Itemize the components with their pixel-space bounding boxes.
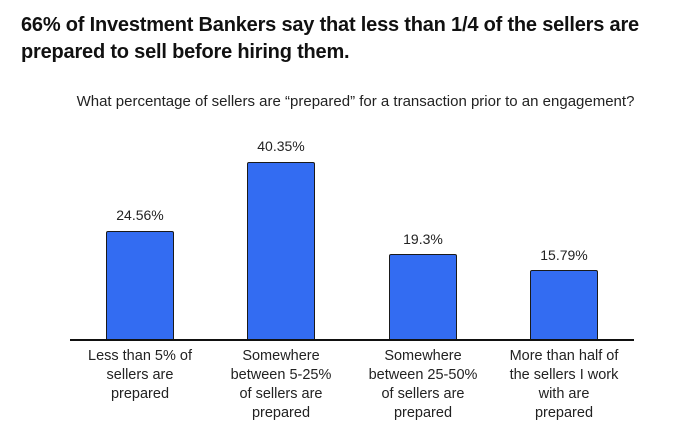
category-label: Less than 5% of sellers are prepared <box>88 348 192 402</box>
chart-title: 66% of Investment Bankers say that less … <box>21 14 639 63</box>
chart-subtitle: What percentage of sellers are “prepared… <box>76 93 635 110</box>
category-label: More than half of the sellers I work wit… <box>509 348 619 421</box>
bar-value-label: 24.56% <box>116 207 164 223</box>
bar-value-label: 19.3% <box>403 231 443 247</box>
bar-value-label: 40.35% <box>257 138 305 154</box>
bar-less-than-5 <box>106 231 174 339</box>
bar-value-label: 15.79% <box>540 247 588 263</box>
category-label: Somewhere between 25-50% of sellers are … <box>368 348 478 421</box>
category-label: Somewhere between 5-25% of sellers are p… <box>230 348 332 421</box>
bar-25-to-50 <box>389 254 457 339</box>
x-axis-line <box>70 339 634 341</box>
bar-5-to-25 <box>247 162 315 339</box>
bar-more-than-half <box>530 270 598 339</box>
